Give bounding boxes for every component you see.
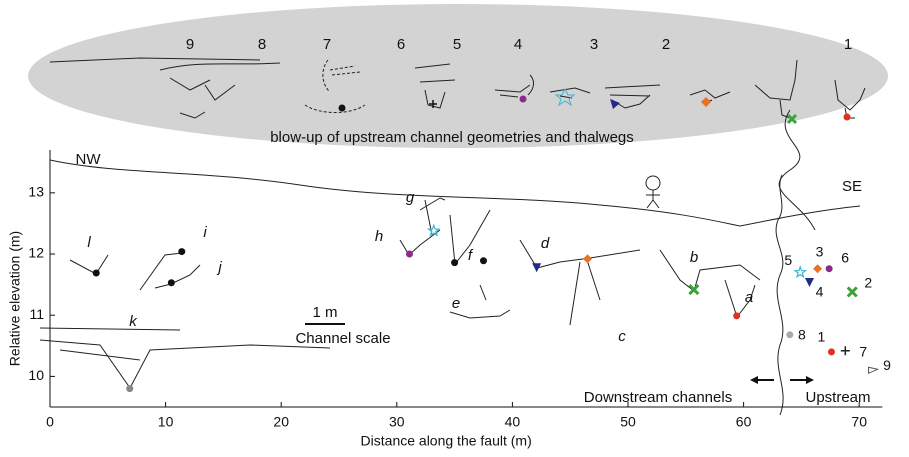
x-tick-label: 40 <box>505 414 521 430</box>
upstream-label: 7 <box>859 343 867 359</box>
blowup-ellipse <box>28 4 888 148</box>
annotation: Upstream <box>805 389 870 406</box>
x-tick-label: 10 <box>158 414 174 430</box>
thalweg-marker <box>406 251 413 258</box>
upstream-label: 4 <box>816 284 824 300</box>
blowup-label: 9 <box>186 36 194 53</box>
sketch-label: a <box>745 289 753 306</box>
thalweg-marker <box>93 269 100 276</box>
sketch-label: l <box>87 234 91 251</box>
thalweg-marker <box>689 285 698 294</box>
blowup-label: 5 <box>453 36 461 53</box>
sketch-label: d <box>541 235 550 252</box>
thalweg-marker <box>805 278 814 287</box>
annotation: Downstream channels <box>584 389 732 406</box>
y-tick-label: 11 <box>29 306 44 322</box>
thalweg-marker <box>168 279 175 286</box>
upstream-label: 8 <box>798 326 806 342</box>
thalweg-marker <box>451 259 458 266</box>
thalweg-marker <box>178 248 185 255</box>
x-tick-label: 0 <box>46 414 54 430</box>
blowup-label: 2 <box>662 36 670 53</box>
annotation: Channel scale <box>295 330 390 347</box>
thalweg-marker <box>841 346 850 355</box>
upstream-label: 9 <box>883 357 891 373</box>
thalweg-marker <box>828 348 835 355</box>
blowup-label: 4 <box>514 36 522 53</box>
upstream-label: 6 <box>841 249 849 265</box>
thalweg-marker <box>813 264 822 273</box>
thalweg-marker <box>795 267 805 277</box>
upstream-label: 5 <box>784 252 792 268</box>
sketch-label: g <box>406 189 415 206</box>
arrows <box>750 376 814 384</box>
blowup-caption: blow-up of upstream channel geometries a… <box>270 129 634 146</box>
thalweg-marker <box>583 254 592 263</box>
upstream-label: 2 <box>864 275 872 291</box>
y-tick-label: 13 <box>28 184 44 200</box>
annotation: SE <box>842 178 862 195</box>
sketch-label: h <box>375 228 383 245</box>
blowup-label: 3 <box>590 36 598 53</box>
x-tick-label: 30 <box>389 414 405 430</box>
upstream-label: 3 <box>816 243 824 259</box>
thalweg-marker <box>733 312 740 319</box>
sketch-label: c <box>618 328 626 345</box>
sketch-label: f <box>468 247 474 264</box>
blowup-label: 8 <box>258 36 266 53</box>
thalweg-marker <box>480 257 487 264</box>
thalweg-marker <box>126 385 133 392</box>
blowup-label: 6 <box>397 36 405 53</box>
upstream-label: 1 <box>818 329 826 345</box>
x-tick-label: 60 <box>736 414 752 430</box>
y-axis-label: Relative elevation (m) <box>7 231 23 366</box>
sketch-label: k <box>129 313 138 330</box>
y-tick-label: 12 <box>28 245 44 261</box>
annotation: 1 m <box>312 304 337 321</box>
figure: blow-up of upstream channel geometries a… <box>0 0 909 457</box>
sketch-label: e <box>452 295 460 312</box>
thalweg-marker <box>848 287 857 296</box>
x-tick-label: 70 <box>851 414 867 430</box>
blowup-label: 1 <box>844 36 852 53</box>
x-tick-label: 50 <box>620 414 636 430</box>
thalweg-marker <box>869 367 878 373</box>
blowup-label: 7 <box>323 36 331 53</box>
thalweg-marker <box>826 265 833 272</box>
x-tick-label: 20 <box>273 414 289 430</box>
thalweg-marker <box>786 331 793 338</box>
sketch-label: i <box>203 224 207 241</box>
y-tick-label: 10 <box>28 367 44 383</box>
annotation: NW <box>76 151 102 168</box>
sketch-label: j <box>216 259 222 276</box>
x-axis-label: Distance along the fault (m) <box>361 433 532 449</box>
fault-sketches <box>40 110 860 415</box>
sketch-label: b <box>690 249 698 266</box>
